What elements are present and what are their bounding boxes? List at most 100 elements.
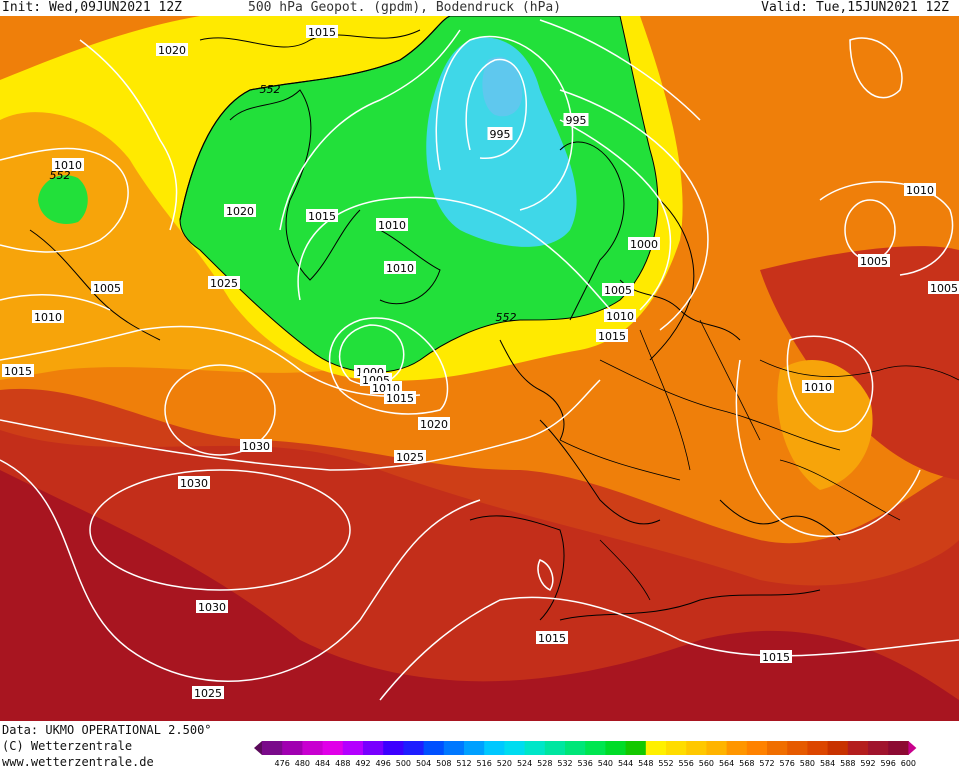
isobar-label: 1025 bbox=[208, 276, 240, 290]
legend-tick-label: 524 bbox=[517, 759, 532, 768]
isobar-label: 1010 bbox=[52, 158, 84, 172]
legend-swatch bbox=[666, 741, 687, 755]
isobar-label: 1005 bbox=[602, 283, 634, 297]
isobar-label: 1015 bbox=[760, 650, 792, 664]
legend-tick-labels: 476 480 484 488 492 496 500 504 508 512 516 520 524 5… bbox=[275, 759, 916, 768]
legend-tick-label: 564 bbox=[719, 759, 734, 768]
color-legend: 476 480 484 488 492 496 500 504 508 512 516 520 524 5… bbox=[254, 741, 917, 768]
legend-tick-label: 492 bbox=[355, 759, 370, 768]
shade-cyan bbox=[426, 37, 577, 247]
shade-blue bbox=[482, 56, 523, 117]
legend-tick-label: 536 bbox=[578, 759, 593, 768]
svg-text:1015: 1015 bbox=[308, 26, 336, 39]
isobar-label: 1005 bbox=[91, 281, 123, 295]
svg-text:1025: 1025 bbox=[396, 451, 424, 464]
website-url: www.wetterzentrale.de bbox=[2, 755, 154, 769]
svg-text:1000: 1000 bbox=[630, 238, 658, 251]
isobar-label: 1005 bbox=[928, 281, 959, 295]
legend-tick-label: 512 bbox=[456, 759, 471, 768]
isobar-label: 1015 bbox=[596, 329, 628, 343]
legend-swatch bbox=[787, 741, 808, 755]
svg-text:1015: 1015 bbox=[308, 210, 336, 223]
height-label: 552 bbox=[260, 83, 281, 96]
svg-text:1010: 1010 bbox=[34, 311, 62, 324]
svg-text:995: 995 bbox=[490, 128, 511, 141]
legend-swatch bbox=[645, 741, 667, 755]
legend-swatch bbox=[403, 741, 425, 755]
legend-tick-label: 568 bbox=[739, 759, 754, 768]
legend-swatch bbox=[888, 741, 909, 755]
legend-swatch bbox=[706, 741, 728, 755]
svg-text:1030: 1030 bbox=[180, 477, 208, 490]
svg-text:1025: 1025 bbox=[210, 277, 238, 290]
svg-text:1015: 1015 bbox=[762, 651, 790, 664]
legend-swatch bbox=[363, 741, 384, 755]
legend-swatch bbox=[746, 741, 768, 755]
svg-text:1010: 1010 bbox=[386, 262, 414, 275]
legend-swatch bbox=[565, 741, 586, 755]
init-time: Init: Wed,09JUN2021 12Z bbox=[2, 0, 183, 15]
isobar-label: 1005 bbox=[858, 254, 890, 268]
legend-swatch bbox=[464, 741, 485, 755]
legend-tick-label: 528 bbox=[537, 759, 552, 768]
isobar-label: 1010 bbox=[370, 381, 402, 395]
legend-swatch bbox=[605, 741, 627, 755]
legend-swatch bbox=[686, 741, 707, 755]
svg-text:1010: 1010 bbox=[804, 381, 832, 394]
svg-text:1010: 1010 bbox=[54, 159, 82, 172]
height-label: 552 bbox=[50, 169, 71, 182]
valid-time: Valid: Tue,15JUN2021 12Z bbox=[761, 0, 949, 15]
legend-swatch bbox=[322, 741, 344, 755]
legend-tick-label: 548 bbox=[638, 759, 653, 768]
data-source: Data: UKMO OPERATIONAL 2.500° bbox=[2, 723, 212, 737]
legend-arrow-left bbox=[254, 741, 262, 755]
legend-tick-label: 592 bbox=[860, 759, 875, 768]
legend-tick-label: 520 bbox=[497, 759, 512, 768]
legend-tick-label: 508 bbox=[436, 759, 451, 768]
shade-red-east bbox=[760, 246, 959, 480]
shade-green-west bbox=[38, 175, 88, 224]
coastlines bbox=[29, 29, 841, 621]
svg-text:1020: 1020 bbox=[158, 44, 186, 57]
legend-tick-label: 576 bbox=[780, 759, 795, 768]
svg-text:1010: 1010 bbox=[378, 219, 406, 232]
legend-swatch bbox=[726, 741, 748, 755]
legend-tick-label: 540 bbox=[598, 759, 613, 768]
svg-text:1015: 1015 bbox=[538, 632, 566, 645]
isobar-label: 1030 bbox=[196, 600, 228, 614]
svg-text:1025: 1025 bbox=[194, 687, 222, 700]
isobar-label: 1020 bbox=[418, 417, 450, 431]
svg-text:1030: 1030 bbox=[198, 601, 226, 614]
legend-tick-label: 488 bbox=[335, 759, 350, 768]
legend-swatch bbox=[767, 741, 788, 755]
svg-text:1010: 1010 bbox=[906, 184, 934, 197]
legend-tick-label: 588 bbox=[840, 759, 855, 768]
svg-text:1015: 1015 bbox=[386, 392, 414, 405]
isobar-label: 1015 bbox=[306, 25, 338, 39]
legend-tick-label: 580 bbox=[800, 759, 815, 768]
svg-text:1005: 1005 bbox=[930, 282, 958, 295]
isobar-label: 1025 bbox=[394, 450, 426, 464]
svg-text:1015: 1015 bbox=[598, 330, 626, 343]
isobar-label: 1020 bbox=[224, 204, 256, 218]
height-contour-552 bbox=[179, 16, 451, 221]
legend-tick-label: 480 bbox=[295, 759, 310, 768]
svg-text:1005: 1005 bbox=[860, 255, 888, 268]
svg-text:1005: 1005 bbox=[93, 282, 121, 295]
isobar-label: 1025 bbox=[192, 686, 224, 700]
legend-swatch bbox=[484, 741, 505, 755]
isobar-label: 1010 bbox=[604, 309, 636, 323]
legend-tick-label: 532 bbox=[557, 759, 572, 768]
svg-text:1005: 1005 bbox=[604, 284, 632, 297]
legend-tick-label: 504 bbox=[416, 759, 431, 768]
legend-tick-label: 556 bbox=[679, 759, 694, 768]
legend-swatch bbox=[827, 741, 849, 755]
svg-text:1010: 1010 bbox=[606, 310, 634, 323]
legend-swatch bbox=[443, 741, 465, 755]
legend-swatch bbox=[302, 741, 324, 755]
legend-swatch bbox=[585, 741, 606, 755]
isobar-label: 1030 bbox=[240, 439, 272, 453]
isobar-label: 1000 bbox=[628, 237, 660, 251]
